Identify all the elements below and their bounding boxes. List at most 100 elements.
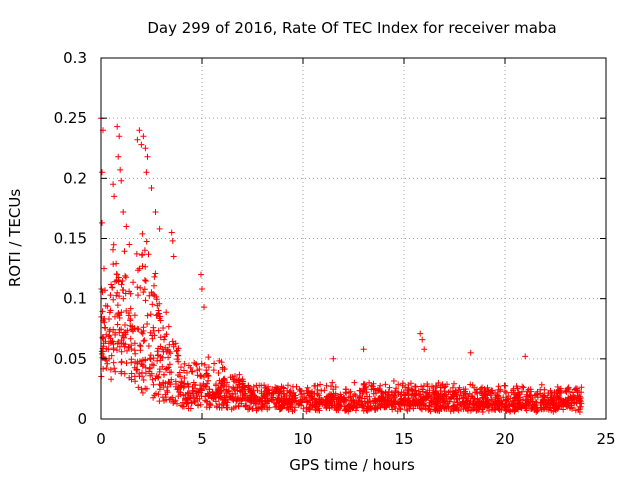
data-point: [480, 394, 487, 401]
data-point: [185, 405, 192, 412]
data-point: [220, 376, 227, 383]
data-point: [252, 398, 259, 405]
data-point: [497, 386, 504, 393]
data-point: [539, 396, 546, 403]
data-point: [107, 292, 114, 299]
data-point: [404, 398, 411, 405]
data-point: [119, 287, 126, 294]
data-point: [377, 382, 384, 389]
data-point: [384, 399, 391, 406]
data-point: [245, 406, 251, 413]
data-point: [513, 383, 520, 390]
data-point: [204, 390, 211, 397]
x-tick-label: 0: [96, 430, 106, 448]
data-point: [421, 346, 428, 353]
data-point: [243, 402, 250, 409]
data-point: [309, 388, 315, 395]
data-point: [166, 369, 173, 376]
data-point: [297, 397, 304, 404]
data-point: [556, 387, 563, 394]
data-point: [152, 209, 159, 215]
data-point: [417, 405, 424, 412]
data-point: [381, 404, 388, 411]
data-point: [206, 386, 213, 393]
data-point: [330, 355, 337, 362]
data-point: [302, 397, 308, 403]
data-point: [192, 382, 199, 389]
data-point: [230, 405, 237, 411]
data-point: [140, 327, 147, 334]
data-point: [436, 402, 442, 409]
data-point: [569, 405, 575, 412]
data-point: [367, 403, 374, 410]
data-point: [123, 274, 129, 281]
data-point: [191, 398, 198, 405]
data-point: [382, 381, 389, 388]
data-point: [534, 388, 541, 395]
data-point: [240, 383, 247, 390]
data-point: [291, 398, 298, 405]
data-point: [561, 399, 568, 406]
data-point: [336, 394, 343, 401]
data-point: [128, 356, 135, 363]
data-point: [286, 396, 293, 403]
data-point: [221, 377, 228, 384]
data-point: [123, 223, 130, 230]
data-point: [156, 225, 163, 232]
data-point: [213, 381, 219, 388]
x-tick-label: 25: [596, 430, 615, 448]
data-point: [142, 297, 149, 304]
data-point: [118, 177, 125, 184]
data-point: [291, 392, 298, 399]
data-point: [361, 386, 368, 392]
data-point: [358, 401, 365, 408]
data-point: [128, 346, 135, 352]
data-point: [445, 389, 452, 396]
data-point: [572, 407, 579, 414]
data-point: [168, 376, 175, 383]
data-point: [285, 382, 291, 389]
data-point: [139, 389, 146, 396]
data-point: [99, 308, 106, 315]
data-point: [363, 405, 370, 412]
data-point: [132, 350, 139, 357]
data-point: [144, 153, 151, 160]
data-point: [143, 238, 150, 245]
data-point: [147, 364, 154, 371]
data-point: [108, 352, 115, 359]
data-point: [110, 296, 117, 303]
data-point: [430, 398, 437, 405]
data-point: [151, 273, 158, 280]
data-point: [198, 360, 205, 367]
data-point: [405, 395, 412, 401]
data-point: [476, 403, 482, 409]
data-point: [136, 127, 143, 134]
data-point: [185, 362, 192, 369]
data-point: [493, 400, 500, 406]
data-point: [116, 315, 123, 321]
data-point: [136, 265, 143, 272]
data-point: [205, 364, 212, 371]
data-point: [506, 402, 513, 408]
data-point: [110, 246, 116, 253]
data-point: [417, 399, 424, 406]
data-point: [571, 386, 578, 393]
data-point: [141, 247, 148, 254]
data-point: [285, 395, 292, 402]
data-point: [218, 388, 225, 394]
data-point: [470, 400, 477, 407]
data-point: [131, 364, 138, 371]
data-point: [118, 368, 125, 375]
data-point: [123, 307, 130, 314]
data-point: [461, 402, 468, 409]
data-point: [325, 392, 332, 399]
data-point: [411, 391, 418, 398]
data-point: [401, 392, 408, 399]
data-point: [108, 281, 115, 288]
data-point: [543, 405, 550, 412]
data-point: [146, 292, 153, 299]
data-point: [178, 364, 184, 371]
data-point: [312, 382, 319, 389]
data-point: [156, 368, 163, 375]
data-point: [264, 406, 271, 413]
